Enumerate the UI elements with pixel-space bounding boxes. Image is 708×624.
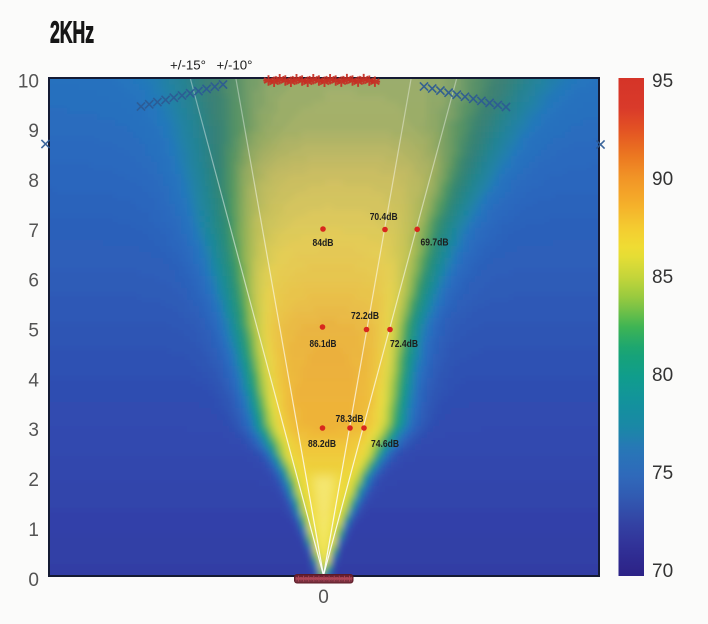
svg-text:88.2dB: 88.2dB: [308, 439, 336, 450]
svg-text:2KHz: 2KHz: [50, 15, 94, 50]
svg-text:74.6dB: 74.6dB: [371, 439, 399, 450]
svg-text:0: 0: [318, 587, 329, 608]
svg-text:4: 4: [28, 370, 39, 391]
svg-text:70.4dB: 70.4dB: [370, 212, 398, 223]
svg-text:72.2dB: 72.2dB: [351, 311, 379, 322]
svg-text:75: 75: [652, 463, 673, 484]
svg-text:+/-10°: +/-10°: [217, 59, 253, 73]
svg-text:6: 6: [28, 271, 39, 292]
svg-text:72.4dB: 72.4dB: [390, 339, 418, 350]
svg-text:80: 80: [652, 365, 673, 386]
svg-text:8: 8: [28, 171, 39, 192]
svg-text:9: 9: [28, 121, 39, 142]
svg-text:70: 70: [652, 561, 673, 582]
svg-text:69.7dB: 69.7dB: [421, 238, 449, 249]
svg-text:7: 7: [28, 221, 39, 242]
svg-text:85: 85: [652, 267, 673, 288]
svg-text:1: 1: [28, 520, 39, 541]
svg-text:5: 5: [28, 321, 39, 342]
svg-text:3: 3: [28, 420, 39, 441]
svg-text:2: 2: [28, 470, 39, 491]
svg-text:86.1dB: 86.1dB: [310, 339, 337, 350]
svg-text:10: 10: [18, 71, 39, 92]
svg-text:0: 0: [28, 570, 39, 591]
svg-text:+/-15°: +/-15°: [170, 59, 206, 73]
svg-text:78.3dB: 78.3dB: [336, 414, 364, 425]
svg-text:90: 90: [652, 169, 673, 190]
svg-text:95: 95: [652, 71, 673, 92]
svg-text:84dB: 84dB: [313, 238, 334, 249]
